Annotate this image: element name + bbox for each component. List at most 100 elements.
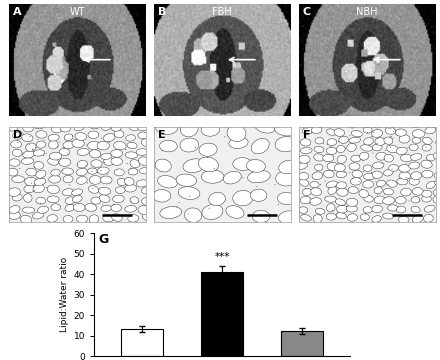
- Ellipse shape: [77, 215, 88, 222]
- Ellipse shape: [297, 163, 308, 169]
- Ellipse shape: [337, 182, 347, 189]
- Ellipse shape: [327, 139, 337, 145]
- Ellipse shape: [374, 196, 385, 204]
- Ellipse shape: [388, 205, 398, 211]
- Ellipse shape: [156, 112, 166, 120]
- Ellipse shape: [400, 154, 413, 162]
- Ellipse shape: [37, 139, 39, 140]
- Ellipse shape: [324, 118, 335, 126]
- Ellipse shape: [320, 184, 321, 185]
- Ellipse shape: [125, 206, 136, 212]
- Ellipse shape: [396, 197, 406, 204]
- Ellipse shape: [328, 186, 337, 194]
- Ellipse shape: [111, 214, 122, 221]
- Ellipse shape: [315, 120, 325, 127]
- Ellipse shape: [305, 188, 306, 189]
- Ellipse shape: [34, 113, 44, 120]
- Ellipse shape: [337, 188, 348, 196]
- Ellipse shape: [153, 132, 163, 139]
- Ellipse shape: [314, 146, 324, 153]
- Ellipse shape: [424, 118, 433, 125]
- Ellipse shape: [426, 181, 436, 189]
- Ellipse shape: [137, 123, 148, 131]
- Ellipse shape: [86, 165, 87, 166]
- Ellipse shape: [156, 140, 166, 147]
- Ellipse shape: [226, 206, 244, 218]
- Ellipse shape: [383, 121, 395, 128]
- Text: A: A: [13, 7, 22, 17]
- Ellipse shape: [33, 122, 44, 129]
- Ellipse shape: [406, 163, 407, 165]
- Text: D: D: [13, 130, 22, 140]
- Ellipse shape: [46, 153, 47, 154]
- Ellipse shape: [437, 147, 440, 154]
- Ellipse shape: [337, 205, 348, 213]
- Bar: [202, 272, 243, 356]
- Ellipse shape: [12, 149, 22, 157]
- Ellipse shape: [363, 181, 374, 188]
- Ellipse shape: [162, 150, 163, 151]
- Ellipse shape: [315, 164, 323, 171]
- Ellipse shape: [103, 158, 115, 166]
- Ellipse shape: [389, 112, 399, 119]
- Ellipse shape: [323, 154, 334, 162]
- Ellipse shape: [139, 157, 150, 166]
- Ellipse shape: [439, 164, 440, 171]
- Ellipse shape: [422, 170, 433, 178]
- Ellipse shape: [91, 160, 102, 167]
- Ellipse shape: [153, 160, 163, 168]
- Ellipse shape: [397, 178, 408, 185]
- Ellipse shape: [155, 119, 178, 135]
- Ellipse shape: [92, 188, 93, 189]
- Ellipse shape: [385, 127, 396, 134]
- Ellipse shape: [361, 145, 373, 151]
- Ellipse shape: [413, 111, 423, 119]
- Ellipse shape: [371, 130, 383, 138]
- Ellipse shape: [125, 177, 134, 185]
- Ellipse shape: [377, 194, 378, 195]
- Ellipse shape: [359, 152, 369, 160]
- Ellipse shape: [399, 135, 410, 143]
- Ellipse shape: [315, 138, 324, 144]
- Ellipse shape: [182, 105, 199, 119]
- Ellipse shape: [344, 172, 345, 173]
- Ellipse shape: [198, 103, 220, 116]
- Ellipse shape: [130, 159, 139, 168]
- Ellipse shape: [114, 130, 124, 138]
- Ellipse shape: [365, 213, 366, 214]
- Ellipse shape: [300, 179, 308, 186]
- Ellipse shape: [345, 209, 347, 210]
- Ellipse shape: [88, 131, 99, 139]
- Ellipse shape: [109, 142, 110, 143]
- Ellipse shape: [227, 125, 246, 141]
- Ellipse shape: [298, 159, 318, 172]
- Ellipse shape: [202, 170, 224, 183]
- Ellipse shape: [101, 123, 111, 130]
- Ellipse shape: [350, 177, 361, 185]
- Ellipse shape: [142, 186, 153, 194]
- Ellipse shape: [214, 168, 215, 169]
- Ellipse shape: [336, 212, 346, 219]
- Ellipse shape: [160, 140, 177, 152]
- Ellipse shape: [99, 187, 110, 195]
- Text: G: G: [98, 233, 108, 246]
- Ellipse shape: [131, 201, 132, 202]
- Ellipse shape: [346, 198, 358, 206]
- Ellipse shape: [412, 138, 421, 143]
- Ellipse shape: [434, 172, 440, 179]
- Ellipse shape: [433, 152, 440, 159]
- Ellipse shape: [51, 204, 61, 211]
- Ellipse shape: [63, 216, 73, 223]
- Ellipse shape: [409, 178, 419, 185]
- Ellipse shape: [425, 147, 426, 148]
- Ellipse shape: [302, 121, 312, 128]
- Ellipse shape: [127, 142, 137, 149]
- Ellipse shape: [301, 215, 312, 221]
- Ellipse shape: [33, 184, 44, 193]
- Ellipse shape: [275, 136, 297, 152]
- Ellipse shape: [372, 216, 381, 222]
- Ellipse shape: [179, 202, 180, 203]
- Ellipse shape: [251, 139, 269, 154]
- Ellipse shape: [153, 176, 164, 184]
- Ellipse shape: [399, 165, 411, 172]
